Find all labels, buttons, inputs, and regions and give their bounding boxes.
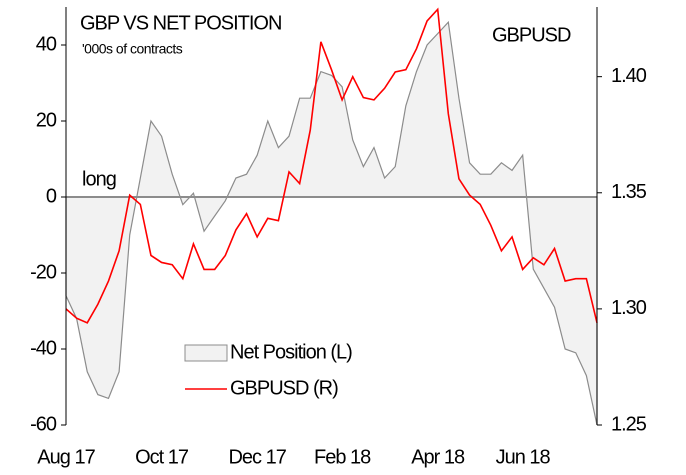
- y2-tick-label: 1.30: [611, 297, 647, 319]
- y2-tick-label: 1.35: [611, 181, 647, 203]
- chart-title: GBP VS NET POSITION: [80, 12, 281, 34]
- annotation: long: [82, 168, 116, 190]
- y2-tick-label: 1.25: [611, 413, 647, 435]
- y-tick-label: -40: [30, 337, 57, 359]
- y-tick-label: -20: [30, 261, 57, 283]
- y-tick-label: 40: [36, 33, 57, 55]
- x-tick-label: Oct 17: [135, 446, 189, 468]
- legend-label: Net Position (L): [230, 341, 352, 363]
- y-tick-label: -60: [30, 413, 57, 435]
- x-tick-label: Apr 18: [411, 446, 465, 468]
- x-tick-label: Aug 17: [37, 446, 95, 468]
- chart-subtitle: '000s of contracts: [82, 41, 183, 57]
- y-tick-label: 0: [46, 185, 57, 207]
- y2-axis-label: GBPUSD: [492, 24, 571, 46]
- line: [65, 7, 598, 324]
- area: [65, 20, 598, 426]
- y-tick-label: 20: [36, 109, 57, 131]
- x-tick-label: Jun 18: [496, 446, 551, 468]
- legend-label: GBPUSD (R): [230, 377, 338, 399]
- x-tick-label: Dec 17: [228, 446, 286, 468]
- y2-tick-label: 1.40: [611, 65, 647, 87]
- legend-swatch: [184, 344, 228, 362]
- x-tick-label: Feb 18: [314, 446, 371, 468]
